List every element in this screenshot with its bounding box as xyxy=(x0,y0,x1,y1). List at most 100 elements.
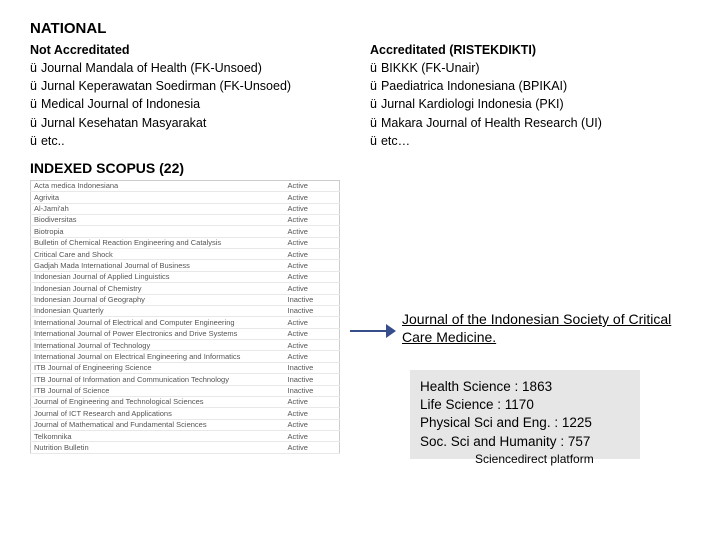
status-cell: Active xyxy=(285,214,340,225)
accredited-heading: Accreditated (RISTEKDIKTI) xyxy=(370,41,690,59)
check-icon: ü xyxy=(370,77,377,95)
table-row: Journal of Engineering and Technological… xyxy=(31,396,340,407)
table-row: Nutrition BulletinActive xyxy=(31,442,340,453)
status-cell: Active xyxy=(285,408,340,419)
status-cell: Active xyxy=(285,340,340,351)
pointer-journal-text: Journal of the Indonesian Society of Cri… xyxy=(402,310,692,346)
check-icon: ü xyxy=(30,114,37,132)
status-cell: Inactive xyxy=(285,385,340,396)
journal-name-cell: International Journal of Electrical and … xyxy=(31,317,285,328)
journal-name-cell: Journal of Mathematical and Fundamental … xyxy=(31,419,285,430)
journal-name-cell: Telkomnika xyxy=(31,431,285,442)
check-item-text: Jurnal Kesehatan Masyarakat xyxy=(41,114,206,132)
journal-name-cell: Biotropia xyxy=(31,226,285,237)
table-row: Critical Care and ShockActive xyxy=(31,249,340,260)
journal-name-cell: Gadjah Mada International Journal of Bus… xyxy=(31,260,285,271)
not-accredited-list: ü Journal Mandala of Health (FK-Unsoed)ü… xyxy=(30,59,350,150)
platform-label: Sciencedirect platform xyxy=(475,452,594,466)
journal-name-cell: International Journal on Electrical Engi… xyxy=(31,351,285,362)
not-accredited-col: Not Accreditated ü Journal Mandala of He… xyxy=(30,41,350,150)
status-cell: Active xyxy=(285,283,340,294)
national-heading: NATIONAL xyxy=(30,20,690,37)
status-cell: Inactive xyxy=(285,362,340,373)
stats-box: Health Science : 1863Life Science : 1170… xyxy=(410,370,640,459)
journal-name-cell: Acta medica Indonesiana xyxy=(31,180,285,191)
not-accredited-heading: Not Accreditated xyxy=(30,41,350,59)
table-row: Al-Jami'ahActive xyxy=(31,203,340,214)
check-item: üBIKKK (FK-Unair) xyxy=(370,59,690,77)
journal-name-cell: ITB Journal of Science xyxy=(31,385,285,396)
status-cell: Active xyxy=(285,271,340,282)
table-row: International Journal of Power Electroni… xyxy=(31,328,340,339)
check-item: üMakara Journal of Health Research (UI) xyxy=(370,114,690,132)
table-row: Indonesian Journal of ChemistryActive xyxy=(31,283,340,294)
slide: NATIONAL Not Accreditated ü Journal Mand… xyxy=(0,0,720,540)
table-row: AgrivitaActive xyxy=(31,192,340,203)
table-row: BiodiversitasActive xyxy=(31,214,340,225)
status-cell: Active xyxy=(285,237,340,248)
check-icon: ü xyxy=(370,95,377,113)
table-row: Acta medica IndonesianaActive xyxy=(31,180,340,191)
stat-line: Soc. Sci and Humanity : 757 xyxy=(420,433,630,451)
status-cell: Active xyxy=(285,317,340,328)
accredited-list: üBIKKK (FK-Unair)ü Paediatrica Indonesia… xyxy=(370,59,690,150)
stat-line: Life Science : 1170 xyxy=(420,396,630,414)
status-cell: Active xyxy=(285,442,340,453)
table-row: TelkomnikaActive xyxy=(31,431,340,442)
status-cell: Inactive xyxy=(285,294,340,305)
table-row: Indonesian Journal of GeographyInactive xyxy=(31,294,340,305)
table-row: BiotropiaActive xyxy=(31,226,340,237)
table-row: International Journal on Electrical Engi… xyxy=(31,351,340,362)
check-icon: ü xyxy=(370,114,377,132)
journal-name-cell: Indonesian Journal of Applied Linguistic… xyxy=(31,271,285,282)
status-cell: Active xyxy=(285,192,340,203)
table-row: Journal of Mathematical and Fundamental … xyxy=(31,419,340,430)
check-item-text: Journal Mandala of Health (FK-Unsoed) xyxy=(41,59,262,77)
check-item: ü etc… xyxy=(370,132,690,150)
table-row: Journal of ICT Research and Applications… xyxy=(31,408,340,419)
check-icon: ü xyxy=(30,59,37,77)
table-row: International Journal of Electrical and … xyxy=(31,317,340,328)
check-item: ü etc.. xyxy=(30,132,350,150)
status-cell: Active xyxy=(285,203,340,214)
status-cell: Active xyxy=(285,431,340,442)
status-cell: Active xyxy=(285,260,340,271)
journal-name-cell: Biodiversitas xyxy=(31,214,285,225)
columns-wrap: Not Accreditated ü Journal Mandala of He… xyxy=(30,41,690,150)
accredited-col: Accreditated (RISTEKDIKTI) üBIKKK (FK-Un… xyxy=(370,41,690,150)
status-cell: Active xyxy=(285,351,340,362)
journal-name-cell: International Journal of Technology xyxy=(31,340,285,351)
scopus-heading: INDEXED SCOPUS (22) xyxy=(30,160,690,176)
journal-name-cell: International Journal of Power Electroni… xyxy=(31,328,285,339)
check-item: ü Journal Mandala of Health (FK-Unsoed) xyxy=(30,59,350,77)
check-item: üMedical Journal of Indonesia xyxy=(30,95,350,113)
stat-line: Physical Sci and Eng. : 1225 xyxy=(420,414,630,432)
check-item-text: Paediatrica Indonesiana (BPIKAI) xyxy=(381,77,567,95)
check-item-text: Jurnal Keperawatan Soedirman (FK-Unsoed) xyxy=(41,77,291,95)
check-item: üJurnal Keperawatan Soedirman (FK-Unsoed… xyxy=(30,77,350,95)
journal-name-cell: Agrivita xyxy=(31,192,285,203)
table-row: Indonesian Journal of Applied Linguistic… xyxy=(31,271,340,282)
check-icon: ü xyxy=(370,132,377,150)
status-cell: Inactive xyxy=(285,305,340,316)
status-cell: Inactive xyxy=(285,374,340,385)
check-item: ü Paediatrica Indonesiana (BPIKAI) xyxy=(370,77,690,95)
table-row: Gadjah Mada International Journal of Bus… xyxy=(31,260,340,271)
check-icon: ü xyxy=(30,132,37,150)
journal-name-cell: ITB Journal of Engineering Science xyxy=(31,362,285,373)
status-cell: Active xyxy=(285,396,340,407)
check-item: üJurnal Kardiologi Indonesia (PKI) xyxy=(370,95,690,113)
status-cell: Active xyxy=(285,249,340,260)
table-row: ITB Journal of Engineering ScienceInacti… xyxy=(31,362,340,373)
journal-name-cell: Journal of Engineering and Technological… xyxy=(31,396,285,407)
check-item-text: etc.. xyxy=(41,132,65,150)
status-cell: Active xyxy=(285,419,340,430)
journal-name-cell: Indonesian Quarterly xyxy=(31,305,285,316)
journal-name-cell: Indonesian Journal of Chemistry xyxy=(31,283,285,294)
check-item-text: Medical Journal of Indonesia xyxy=(41,95,200,113)
check-item-text: Makara Journal of Health Research (UI) xyxy=(381,114,602,132)
journal-name-cell: Bulletin of Chemical Reaction Engineerin… xyxy=(31,237,285,248)
check-item-text: etc… xyxy=(381,132,410,150)
check-icon: ü xyxy=(370,59,377,77)
table-row: Indonesian QuarterlyInactive xyxy=(31,305,340,316)
